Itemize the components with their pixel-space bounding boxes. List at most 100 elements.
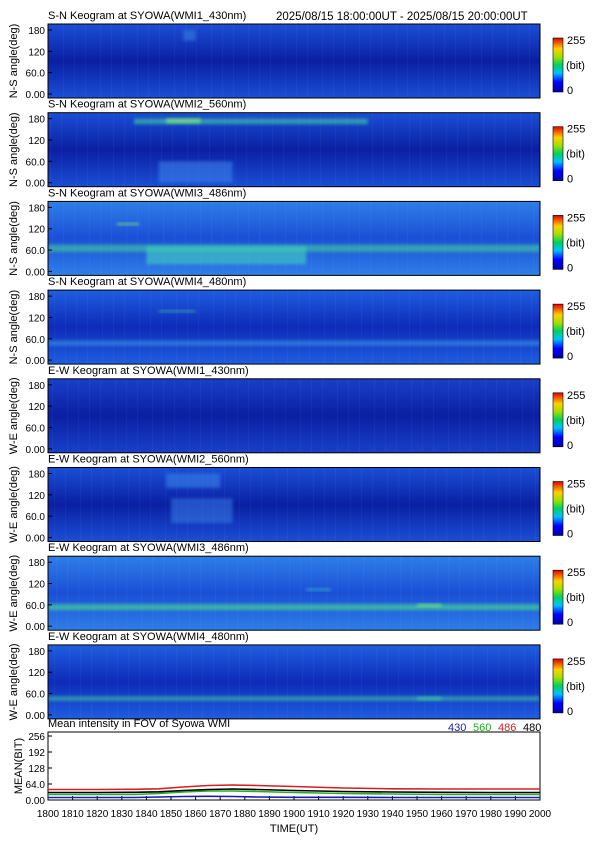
y-tick-label: 0.00: [26, 90, 46, 101]
image-texture: [272, 290, 273, 364]
image-texture: [248, 201, 249, 275]
y-tick-label: 120: [28, 580, 45, 591]
image-texture: [202, 645, 203, 719]
image-texture: [285, 201, 286, 275]
image-texture: [152, 556, 153, 630]
image-texture: [139, 468, 140, 542]
image-texture: [100, 24, 101, 98]
image-texture: [239, 468, 240, 542]
image-texture: [359, 24, 360, 98]
image-texture: [450, 645, 451, 719]
image-texture: [396, 201, 397, 275]
image-texture: [337, 379, 338, 453]
image-texture: [259, 24, 260, 98]
y-tick-label: 0.00: [26, 445, 46, 456]
x-tick-label: 1860: [184, 809, 207, 820]
image-texture: [461, 645, 462, 719]
image-texture: [431, 113, 432, 187]
panel-frame: [47, 644, 541, 720]
image-texture: [211, 201, 212, 275]
image-texture: [468, 113, 469, 187]
image-texture: [137, 379, 138, 453]
image-texture: [174, 24, 175, 98]
colorbar-min-label: 0: [567, 174, 573, 186]
image-texture: [324, 468, 325, 542]
image-texture: [165, 468, 166, 542]
panel-title: E-W Keogram at SYOWA(WMI3_486nm): [48, 542, 249, 554]
image-texture: [446, 290, 447, 364]
image-texture: [435, 290, 436, 364]
legend-entry-560: 560: [473, 722, 491, 734]
keogram-image: [48, 467, 540, 542]
image-texture: [235, 290, 236, 364]
image-texture: [113, 113, 114, 187]
image-texture: [337, 556, 338, 630]
image-texture: [400, 556, 401, 630]
image-texture: [409, 113, 410, 187]
image-texture: [263, 379, 264, 453]
image-texture: [424, 645, 425, 719]
image-texture: [387, 468, 388, 542]
image-texture: [483, 113, 484, 187]
x-tick-label: 1830: [111, 809, 134, 820]
image-texture: [494, 290, 495, 364]
colorbar-max-label: 255: [567, 567, 585, 579]
keogram-image: [48, 644, 540, 719]
image-texture: [409, 468, 410, 542]
x-axis-label: TIME(UT): [270, 823, 318, 835]
y-tick-label: 60.0: [26, 601, 46, 612]
image-texture: [472, 468, 473, 542]
image-texture: [394, 113, 395, 187]
image-texture: [322, 24, 323, 98]
image-texture: [154, 645, 155, 719]
colorbar-min-label: 0: [567, 617, 573, 629]
y-tick-label: 0.00: [26, 796, 46, 807]
image-texture: [69, 645, 70, 719]
colorbar-min-label: 0: [567, 85, 573, 97]
image-texture: [141, 556, 142, 630]
image-texture: [261, 290, 262, 364]
aurora-feature: [48, 340, 540, 346]
image-texture: [481, 24, 482, 98]
image-texture: [248, 24, 249, 98]
image-texture: [102, 468, 103, 542]
image-texture: [287, 645, 288, 719]
image-texture: [472, 290, 473, 364]
image-texture: [335, 290, 336, 364]
image-texture: [189, 556, 190, 630]
image-texture: [187, 290, 188, 364]
aurora-feature: [417, 697, 442, 700]
image-texture: [52, 379, 53, 453]
image-texture: [222, 201, 223, 275]
y-tick-label: 180: [28, 381, 45, 392]
image-texture: [435, 645, 436, 719]
image-texture: [215, 556, 216, 630]
image-texture: [285, 24, 286, 98]
y-tick-label: 60.0: [26, 69, 46, 80]
y-tick-label: 180: [28, 470, 45, 481]
image-texture: [65, 468, 66, 542]
y-tick-label: 120: [28, 402, 45, 413]
image-texture: [474, 556, 475, 630]
image-texture: [461, 468, 462, 542]
image-texture: [507, 379, 508, 453]
image-texture: [398, 468, 399, 542]
image-texture: [483, 290, 484, 364]
image-texture: [200, 201, 201, 275]
image-texture: [87, 113, 88, 187]
series-line-486: [48, 784, 540, 791]
y-axis-label: W-E angle(deg): [8, 555, 20, 632]
y-tick-label: 120: [28, 225, 45, 236]
image-texture: [115, 556, 116, 630]
image-texture: [511, 556, 512, 630]
panel-title: S-N Keogram at SYOWA(WMI1_430nm): [48, 10, 246, 22]
keogram-panel: S-N Keogram at SYOWA(WMI3_486nm)180 120 60…: [8, 187, 585, 278]
image-texture: [150, 290, 151, 364]
image-texture: [509, 645, 510, 719]
colorbar-max-label: 255: [567, 35, 585, 47]
image-texture: [54, 645, 55, 719]
x-tick-label: 1990: [504, 809, 527, 820]
keogram-image: [48, 112, 540, 187]
image-texture: [300, 379, 301, 453]
image-texture: [498, 468, 499, 542]
